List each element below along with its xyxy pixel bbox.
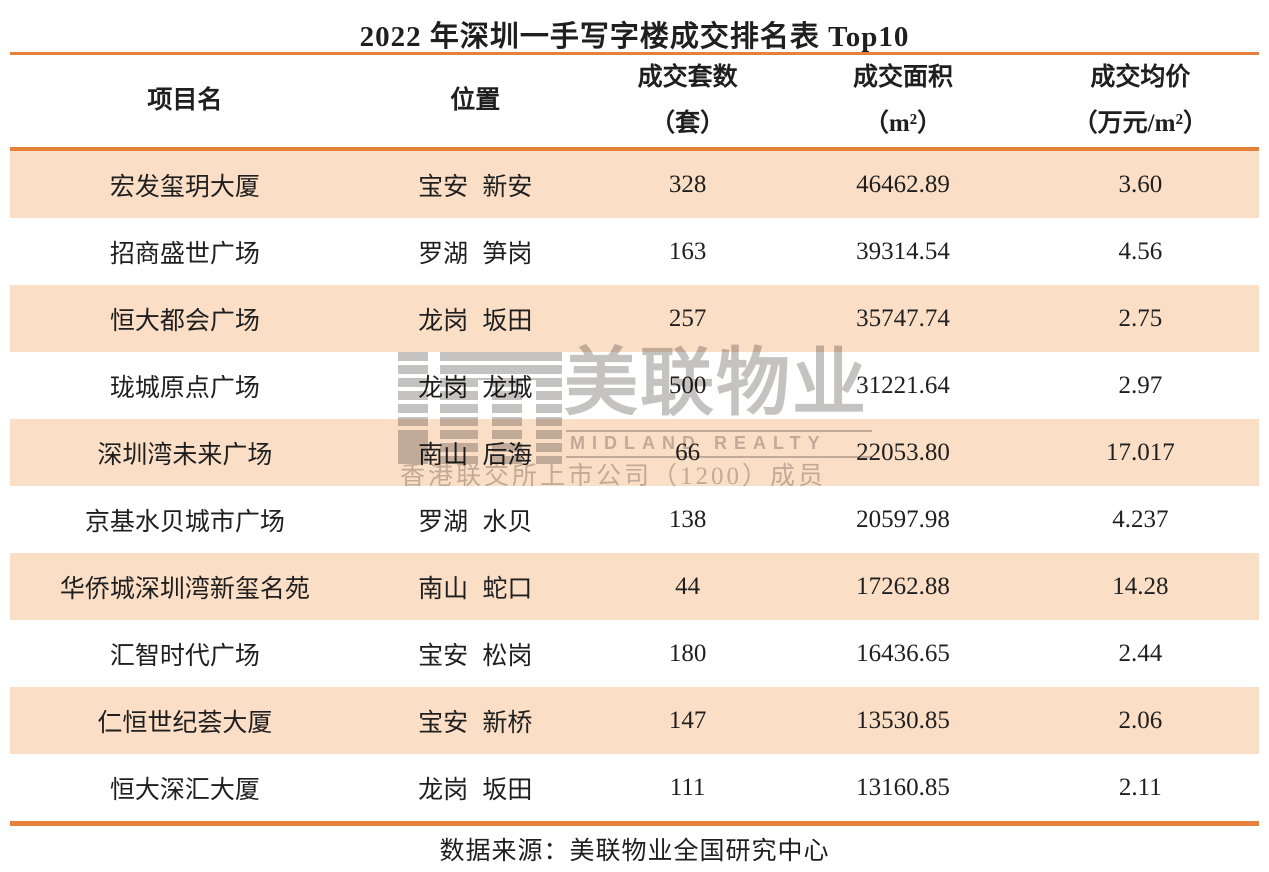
- column-header-units: 成交套数 （套）: [591, 55, 785, 147]
- cell-units: 257: [668, 304, 707, 332]
- cell-units: 44: [675, 572, 701, 600]
- table-row: 宏发玺玥大厦 宝安 新安 328 46462.89 3.60: [10, 151, 1259, 218]
- cell-location: 罗湖 笋岗: [418, 240, 533, 268]
- cell-price: 2.06: [1118, 706, 1163, 734]
- cell-area: 22053.80: [856, 438, 950, 466]
- column-header-area: 成交面积 （m²）: [784, 55, 1021, 147]
- cell-area: 13530.85: [856, 706, 950, 734]
- cell-price: 2.75: [1118, 304, 1163, 332]
- cell-area: 20597.98: [856, 505, 950, 533]
- cell-area: 13160.85: [856, 773, 950, 801]
- cell-units: 180: [668, 639, 707, 667]
- column-header-label: 成交面积: [853, 64, 954, 91]
- cell-project: 恒大都会广场: [109, 307, 260, 335]
- cell-units: 111: [669, 773, 706, 801]
- table-row: 仁恒世纪荟大厦 宝安 新桥 147 13530.85 2.06: [10, 687, 1259, 754]
- cell-units: 328: [668, 170, 707, 198]
- cell-location: 龙岗 坂田: [418, 307, 533, 335]
- table-row: 京基水贝城市广场 罗湖 水贝 138 20597.98 4.237: [10, 486, 1259, 553]
- cell-price: 14.28: [1112, 572, 1169, 600]
- cell-project: 恒大深汇大厦: [109, 776, 260, 804]
- cell-location: 宝安 松岗: [418, 642, 533, 670]
- cell-project: 京基水贝城市广场: [84, 508, 285, 536]
- table-header-rule: [10, 147, 1259, 151]
- table-row: 珑城原点广场 龙岗 龙城 500 31221.64 2.97: [10, 352, 1259, 419]
- cell-units: 163: [668, 237, 707, 265]
- cell-project: 汇智时代广场: [109, 642, 260, 670]
- column-header-label: 项目名: [147, 87, 223, 114]
- page-title: 2022 年深圳一手写字楼成交排名表 Top10: [359, 21, 910, 53]
- cell-location: 南山 后海: [418, 441, 533, 469]
- table-row: 汇智时代广场 宝安 松岗 180 16436.65 2.44: [10, 620, 1259, 687]
- table-row: 深圳湾未来广场 南山 后海 66 22053.80 17.017: [10, 419, 1259, 486]
- cell-area: 39314.54: [856, 237, 950, 265]
- cell-location: 宝安 新安: [418, 173, 533, 201]
- cell-area: 17262.88: [856, 572, 950, 600]
- cell-price: 2.97: [1118, 371, 1163, 399]
- cell-project: 招商盛世广场: [109, 240, 260, 268]
- cell-location: 龙岗 坂田: [418, 776, 533, 804]
- cell-price: 4.56: [1118, 237, 1163, 265]
- column-header-price: 成交均价 （万元/m²）: [1022, 55, 1259, 147]
- table-row: 华侨城深圳湾新玺名苑 南山 蛇口 44 17262.88 14.28: [10, 553, 1259, 620]
- table-row: 恒大深汇大厦 龙岗 坂田 111 13160.85 2.11: [10, 754, 1259, 821]
- cell-units: 147: [668, 706, 707, 734]
- cell-price: 3.60: [1118, 170, 1163, 198]
- cell-price: 17.017: [1105, 438, 1175, 466]
- column-header-label: 成交均价: [1090, 64, 1191, 91]
- table-row: 招商盛世广场 罗湖 笋岗 163 39314.54 4.56: [10, 218, 1259, 285]
- table-bottom-rule: [10, 821, 1259, 826]
- column-header-label: 成交套数: [637, 64, 738, 91]
- cell-location: 宝安 新桥: [418, 709, 533, 737]
- ranking-table: 项目名 位置 成交套数 （套） 成交面积 （m²） 成交均价 （万元/m²） 宏…: [10, 52, 1259, 826]
- table-top-rule: [10, 52, 1259, 55]
- cell-project: 深圳湾未来广场: [97, 441, 273, 469]
- cell-area: 16436.65: [856, 639, 950, 667]
- cell-area: 31221.64: [856, 371, 950, 399]
- cell-area: 46462.89: [856, 170, 950, 198]
- cell-project: 珑城原点广场: [109, 374, 260, 402]
- cell-price: 2.44: [1118, 639, 1163, 667]
- column-header-project: 项目名: [10, 55, 360, 147]
- column-header-label: 位置: [450, 87, 501, 114]
- cell-units: 138: [668, 505, 707, 533]
- cell-location: 罗湖 水贝: [418, 508, 533, 536]
- cell-price: 2.11: [1118, 773, 1162, 801]
- table-row: 恒大都会广场 龙岗 坂田 257 35747.74 2.75: [10, 285, 1259, 352]
- cell-location: 南山 蛇口: [418, 575, 533, 603]
- cell-area: 35747.74: [856, 304, 950, 332]
- column-header-unit: （m²）: [863, 110, 943, 137]
- cell-project: 华侨城深圳湾新玺名苑: [59, 575, 310, 603]
- table-header-row: 项目名 位置 成交套数 （套） 成交面积 （m²） 成交均价 （万元/m²）: [10, 55, 1259, 147]
- column-header-unit: （套）: [650, 110, 726, 137]
- column-header-unit: （万元/m²）: [1072, 110, 1208, 137]
- cell-project: 宏发玺玥大厦: [109, 173, 260, 201]
- cell-project: 仁恒世纪荟大厦: [97, 709, 273, 737]
- cell-location: 龙岗 龙城: [418, 374, 533, 402]
- cell-price: 4.237: [1112, 505, 1169, 533]
- cell-units: 500: [668, 371, 707, 399]
- data-source-note: 数据来源：美联物业全国研究中心: [439, 838, 830, 865]
- column-header-location: 位置: [360, 55, 591, 147]
- cell-units: 66: [675, 438, 701, 466]
